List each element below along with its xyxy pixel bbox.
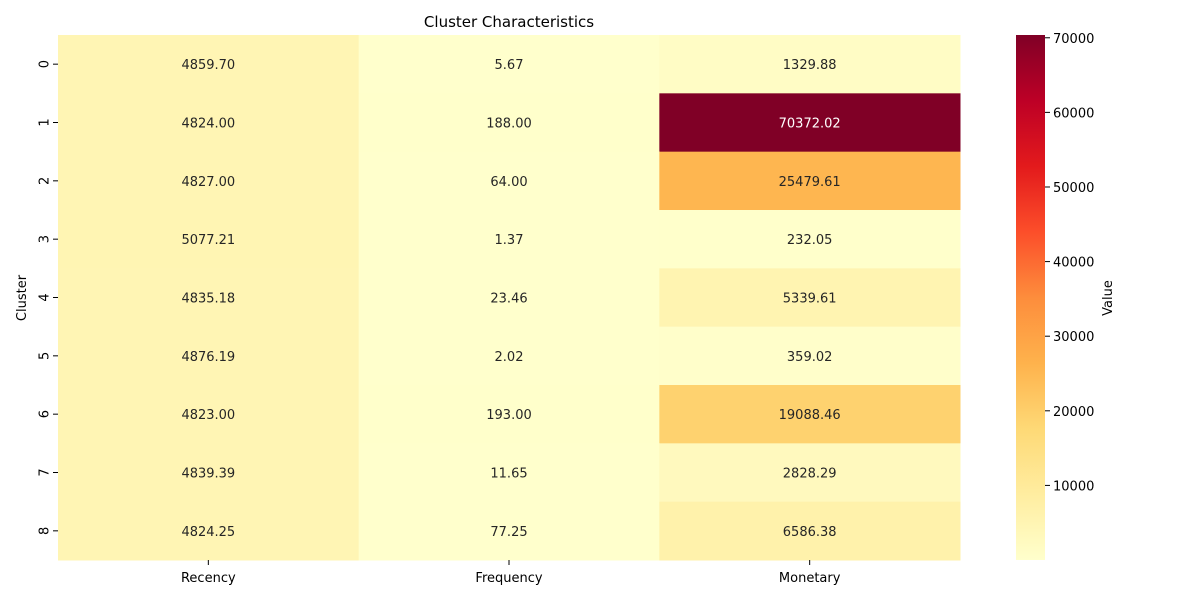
cell-value-label: 4876.19 [181, 350, 235, 365]
cell-value-label: 5.67 [495, 58, 524, 73]
heatmap-cell [58, 385, 360, 444]
heatmap-cell [659, 501, 961, 561]
chart-title: Cluster Characteristics [424, 13, 594, 31]
heatmap-cell [58, 151, 360, 211]
heatmap-cell [58, 210, 360, 269]
y-tick-label: 2 [38, 177, 53, 185]
heatmap-cell [58, 35, 360, 94]
colorbar-tick-label: 30000 [1053, 330, 1094, 345]
cell-value-label: 19088.46 [779, 408, 841, 423]
cell-value-label: 6586.38 [783, 525, 837, 540]
x-tick-label: Frequency [475, 571, 542, 586]
heatmap-cell [58, 326, 360, 386]
colorbar-tick-label: 20000 [1053, 405, 1094, 420]
heatmap-cell [58, 268, 360, 328]
y-axis: 0 1 2 3 4 5 6 7 8 [38, 60, 58, 535]
heatmap-cell [358, 268, 660, 328]
heatmap-cell [659, 326, 961, 386]
colorbar: 10000 20000 30000 40000 50000 60000 70000 Valu… [1016, 32, 1116, 560]
cell-value-label: 4839.39 [181, 467, 235, 482]
cell-value-label: 232.05 [787, 233, 833, 248]
colorbar-tick-label: 70000 [1053, 32, 1094, 47]
colorbar-tick-label: 50000 [1053, 181, 1094, 196]
heatmap-cell [659, 443, 961, 503]
y-tick-label: 4 [38, 293, 53, 301]
cell-value-label: 70372.02 [779, 117, 841, 132]
heatmap-cell [358, 385, 660, 444]
colorbar-label: Value [1101, 280, 1116, 316]
cell-value-label: 359.02 [787, 350, 833, 365]
heatmap-cell [358, 93, 660, 153]
cell-value-label: 5339.61 [783, 292, 837, 307]
y-tick-label: 1 [38, 118, 53, 126]
heatmap-cell [358, 151, 660, 211]
cell-value-label: 5077.21 [181, 233, 235, 248]
cell-value-label: 11.65 [490, 467, 527, 482]
y-tick-label: 3 [38, 235, 53, 243]
cell-value-label: 2828.29 [783, 467, 837, 482]
colorbar-tick-label: 40000 [1053, 256, 1094, 271]
colorbar-tick-label: 10000 [1053, 479, 1094, 494]
cell-value-label: 188.00 [486, 117, 532, 132]
heatmap-cell [358, 210, 660, 269]
heatmap-cell [58, 443, 360, 503]
y-tick-label: 7 [38, 468, 53, 476]
cell-value-label: 4827.00 [181, 175, 235, 190]
heatmap-cell [358, 35, 660, 94]
cell-value-label: 4859.70 [181, 58, 235, 73]
cell-value-label: 64.00 [490, 175, 527, 190]
heatmap-cell [659, 385, 961, 444]
heatmap-cell [659, 35, 961, 94]
heatmap-cell [358, 501, 660, 561]
y-axis-label: Cluster [15, 274, 30, 321]
y-tick-label: 5 [38, 352, 53, 360]
heatmap-cell [659, 151, 961, 211]
cell-value-label: 25479.61 [779, 175, 841, 190]
cell-value-label: 193.00 [486, 408, 532, 423]
cell-value-label: 4823.00 [181, 408, 235, 423]
x-tick-label: Monetary [779, 571, 841, 586]
heatmap-cell-labels: 4859.70 5.67 1329.88 4824.00 188.00 70372.02 4… [181, 58, 840, 540]
y-tick-label: 6 [38, 410, 53, 418]
heatmap-cell [659, 93, 961, 153]
heatmap-cell [358, 443, 660, 503]
cell-value-label: 23.46 [490, 292, 527, 307]
cell-value-label: 1329.88 [783, 58, 837, 73]
colorbar-tick-label: 60000 [1053, 106, 1094, 121]
heatmap-cell [358, 326, 660, 386]
cell-value-label: 1.37 [495, 233, 524, 248]
x-axis: Recency Frequency Monetary [181, 560, 841, 586]
cell-value-label: 4824.00 [181, 117, 235, 132]
cell-value-label: 2.02 [495, 350, 524, 365]
cell-value-label: 77.25 [490, 525, 527, 540]
y-tick-label: 8 [38, 527, 53, 535]
colorbar-gradient [1016, 35, 1045, 560]
heatmap-cell [659, 268, 961, 328]
heatmap-cell [659, 210, 961, 269]
heatmap-cell [58, 93, 360, 153]
y-tick-label: 0 [38, 60, 53, 68]
cell-value-label: 4835.18 [181, 292, 235, 307]
heatmap-cells [58, 35, 961, 561]
x-tick-label: Recency [181, 571, 236, 586]
cell-value-label: 4824.25 [181, 525, 235, 540]
colorbar-ticks: 10000 20000 30000 40000 50000 60000 70000 [1045, 32, 1094, 494]
heatmap-cell [58, 501, 360, 561]
